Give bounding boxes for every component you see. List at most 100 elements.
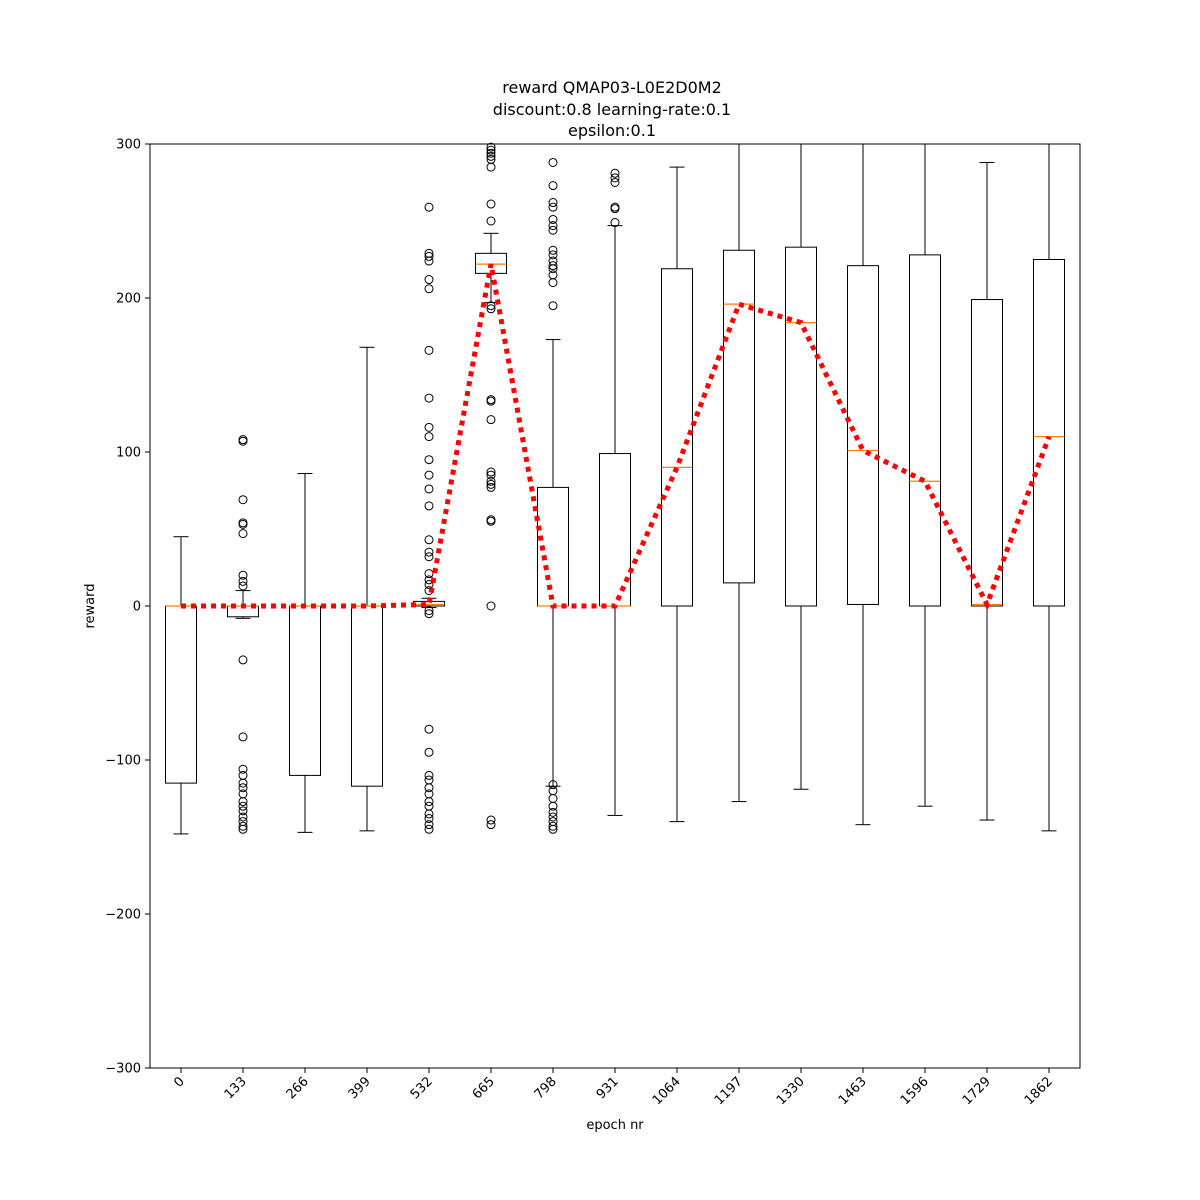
outlier-point (486, 516, 496, 526)
outlier-point (548, 264, 558, 274)
outlier-point (424, 256, 434, 266)
x-tick-label: 1330 (774, 1074, 808, 1108)
x-tick-label: 266 (284, 1074, 312, 1102)
outlier-point (238, 797, 248, 807)
outlier-point (424, 432, 434, 442)
outlier-point (238, 770, 248, 780)
box-group-931 (599, 168, 631, 816)
outlier-point (610, 178, 620, 187)
outlier-point (548, 821, 558, 831)
outlier-point (424, 422, 434, 432)
axes-layer: −300 −200 −100 0 100 200 300 0 133 266 399 532 665 79… (105, 138, 1056, 1109)
outlier-point (424, 535, 434, 545)
outlier-point (424, 547, 434, 557)
outlier-point (486, 467, 496, 477)
outlier-point (424, 747, 434, 757)
outlier-point (238, 519, 248, 529)
x-tick-label: 532 (408, 1074, 436, 1102)
outlier-point (548, 278, 558, 288)
outlier-point (486, 151, 496, 161)
outlier-point (424, 770, 434, 780)
outlier-point (486, 148, 496, 158)
outlier-point (548, 202, 558, 212)
box-iqr (1033, 259, 1065, 607)
outlier-point (238, 764, 248, 774)
outlier-point (238, 789, 248, 799)
outlier-point (548, 786, 558, 796)
outlier-point (238, 812, 248, 822)
x-tick-label: 798 (532, 1074, 560, 1102)
outlier-point (238, 821, 248, 831)
outlier-point (424, 809, 434, 819)
box-group-1862 (1033, 144, 1065, 832)
outlier-point (548, 801, 558, 811)
median-trend-layer (181, 263, 1052, 611)
outlier-point (238, 576, 248, 586)
box-group-1596 (909, 144, 941, 807)
outlier-point (486, 199, 496, 209)
x-tick-label: 399 (346, 1074, 374, 1102)
box-iqr (847, 265, 879, 605)
outlier-point (238, 778, 248, 788)
outlier-point (424, 251, 434, 261)
outlier-point (548, 301, 558, 311)
outlier-point (548, 245, 558, 255)
outlier-point (486, 476, 496, 486)
outlier-point (238, 436, 248, 446)
outlier-point (610, 173, 620, 183)
outlier-point (238, 801, 248, 811)
outlier-point (486, 396, 496, 406)
box-iqr (351, 605, 383, 787)
outlier-point (486, 820, 496, 830)
outlier-point (548, 794, 558, 803)
outlier-point (238, 529, 248, 539)
box-group-665 (475, 142, 507, 830)
outlier-point (424, 569, 434, 579)
outlier-point (548, 214, 558, 224)
outlier-point (424, 606, 434, 616)
box-group-798 (537, 157, 569, 834)
box-group-1197 (723, 144, 755, 803)
outlier-point (486, 142, 496, 152)
x-tick-label: 931 (594, 1074, 622, 1102)
x-tick-label: 0 (171, 1074, 187, 1090)
x-tick-label: 1197 (712, 1074, 746, 1108)
box-iqr (599, 453, 631, 607)
outlier-point (238, 581, 248, 591)
outlier-point (238, 495, 248, 505)
box-iqr (723, 249, 755, 584)
box-group-532 (413, 202, 445, 834)
outlier-point (486, 301, 496, 311)
box-iqr (661, 268, 693, 607)
outlier-point (424, 284, 434, 294)
outlier-point (424, 814, 434, 824)
box-group-1330 (785, 144, 817, 790)
y-tick-label: −200 (105, 908, 141, 923)
box-iqr (165, 605, 197, 784)
outlier-point (238, 570, 248, 580)
x-tick-label: 1729 (960, 1074, 994, 1108)
box-group-399 (351, 346, 383, 832)
outlier-point (548, 261, 558, 271)
outlier-point (548, 256, 558, 266)
x-tick-label: 1596 (898, 1074, 932, 1108)
outlier-point (424, 797, 434, 807)
outlier-point (486, 415, 496, 425)
y-tick-label: −100 (105, 754, 141, 769)
outlier-point (424, 579, 434, 589)
outlier-point (424, 775, 434, 785)
outlier-point (486, 482, 496, 492)
outlier-point (548, 221, 558, 231)
outlier-point (486, 470, 496, 480)
outlier-point (238, 655, 248, 665)
box-iqr (289, 605, 321, 776)
outlier-point (486, 304, 496, 314)
median-trend-line (181, 263, 1052, 611)
outlier-point (424, 484, 434, 494)
x-tick-label: 133 (222, 1074, 250, 1102)
outlier-point (610, 218, 620, 228)
outlier-point (238, 806, 248, 816)
outlier-point (424, 275, 434, 285)
outlier-point (486, 162, 496, 172)
